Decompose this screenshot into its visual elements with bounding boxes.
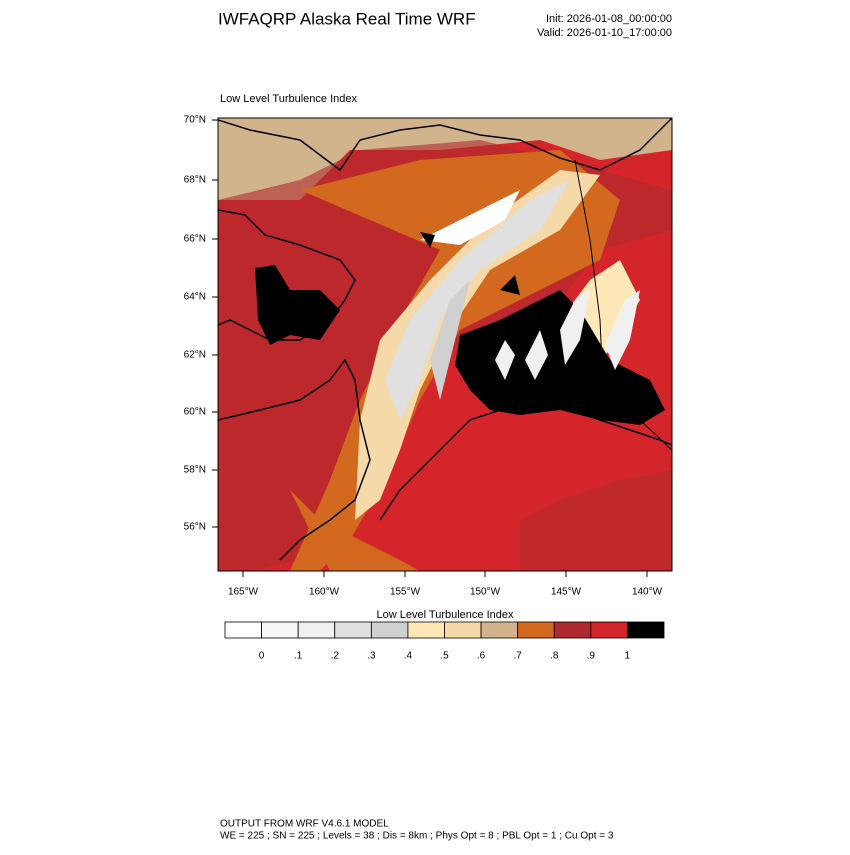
footer-line: WE = 225 ; SN = 225 ; Levels = 38 ; Dis … xyxy=(220,831,614,842)
valid-time: Valid: 2026-01-10_17:00:00 xyxy=(537,27,672,39)
colorbar-box xyxy=(261,621,299,639)
colorbar-box xyxy=(480,621,519,639)
colorbar-box xyxy=(370,621,409,639)
colorbar-box xyxy=(407,621,445,639)
lon-label: 150°W xyxy=(470,587,501,598)
lon-label: 140°W xyxy=(632,587,663,598)
lon-label: 165°W xyxy=(228,587,259,598)
title: IWFAQRP Alaska Real Time WRF xyxy=(218,9,476,28)
footer-line: OUTPUT FROM WRF V4.6.1 MODEL xyxy=(220,819,389,830)
lat-label: 66°N xyxy=(184,234,206,245)
colorbar-box xyxy=(334,621,372,639)
init-time: Init: 2026-01-08_00:00:00 xyxy=(546,13,672,25)
lat-label: 58°N xyxy=(184,465,206,476)
colorbar-box xyxy=(627,621,665,639)
lat-label: 60°N xyxy=(184,407,206,418)
colorbar-label: .4 xyxy=(404,651,413,662)
colorbar-box xyxy=(224,621,262,639)
colorbar-box xyxy=(553,621,592,639)
map-label: Low Level Turbulence Index xyxy=(220,93,357,105)
colorbar-label: .2 xyxy=(331,651,340,662)
map-frame xyxy=(217,117,673,572)
colorbar-title: Low Level Turbulence Index xyxy=(377,609,514,621)
colorbar-label: .1 xyxy=(294,651,303,662)
colorbar-box xyxy=(517,621,555,639)
colorbar-label: .7 xyxy=(513,651,522,662)
lon-label: 160°W xyxy=(309,587,340,598)
lat-label: 56°N xyxy=(184,522,206,533)
lon-label: 145°W xyxy=(551,587,582,598)
colorbar-label: 0 xyxy=(259,651,265,662)
colorbar-label: .3 xyxy=(367,651,376,662)
colorbar-box xyxy=(444,621,482,639)
colorbar-label: .6 xyxy=(477,651,486,662)
colorbar-label: .5 xyxy=(440,651,449,662)
colorbar-label: 1 xyxy=(625,651,631,662)
colorbar-box xyxy=(590,621,628,639)
lat-label: 64°N xyxy=(184,292,206,303)
lat-label: 70°N xyxy=(184,115,206,126)
colorbar-box xyxy=(297,621,336,639)
colorbar-label: .9 xyxy=(587,651,596,662)
lat-label: 62°N xyxy=(184,350,206,361)
lon-label: 155°W xyxy=(390,587,421,598)
lat-label: 68°N xyxy=(184,175,206,186)
map-field xyxy=(218,118,672,571)
colorbar-label: .8 xyxy=(550,651,559,662)
